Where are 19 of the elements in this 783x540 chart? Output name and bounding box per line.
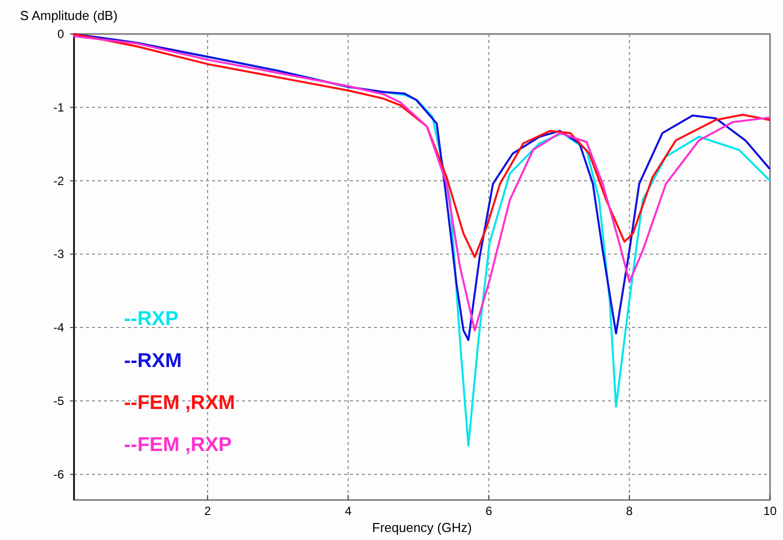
y-tick-label: -6 [53, 467, 64, 482]
text: --FEM ,RXP [124, 434, 232, 456]
x-tick-label: 8 [626, 504, 634, 518]
x-axis-title: Frequency (GHz) [372, 520, 472, 535]
text: --RXM [124, 350, 182, 372]
y-tick-label: -2 [53, 174, 64, 188]
y-tick-label: -4 [53, 320, 64, 335]
x-tick-label: 4 [344, 504, 352, 518]
x-tick-label: 10 [763, 504, 777, 518]
y-axis-title: S Amplitude (dB) [20, 8, 118, 23]
y-tick-label: -1 [53, 100, 64, 114]
x-tick-label: 6 [485, 504, 492, 518]
text: --FEM ,RXM [124, 392, 236, 414]
text: --RXP [124, 308, 178, 330]
y-tick-label: 0 [57, 27, 64, 41]
x-tick-label: 2 [204, 504, 212, 518]
line-series [73, 33, 770, 258]
y-tick-label: -3 [53, 247, 64, 262]
y-tick-label: -5 [53, 394, 64, 408]
